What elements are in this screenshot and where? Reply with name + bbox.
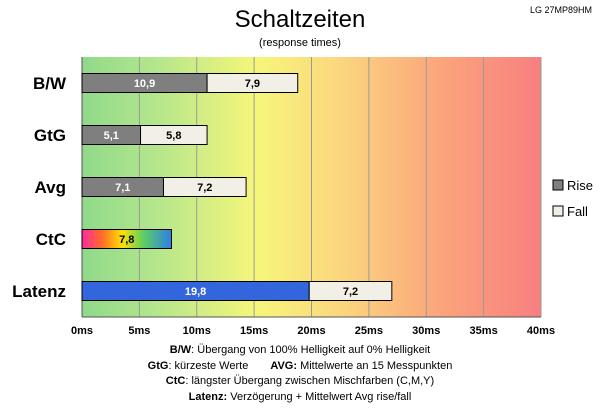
legend-label-rise: Rise	[567, 178, 593, 193]
footnote-ctc-key: CtC	[165, 375, 186, 387]
x-tick-label: 20ms	[297, 325, 325, 337]
x-tick-label: 0ms	[71, 325, 93, 337]
legend-swatch-fall	[552, 205, 564, 217]
footnote-latenz-key: Latenz:	[188, 390, 228, 403]
data-label-fall: 7,9	[245, 78, 260, 90]
bar-fall	[162, 177, 247, 197]
data-label-rise: 7,1	[115, 182, 130, 194]
x-tick-label: 25ms	[355, 325, 383, 337]
footnote-bw-key: B/W	[169, 344, 192, 356]
data-label-latenz-avg: 7,2	[343, 286, 358, 298]
footnote-bw: B/W: Übergang von 100% Helligkeit auf 0%…	[0, 343, 600, 359]
footnote-avg-key: AVG:	[270, 359, 298, 372]
category-label: CtC	[36, 230, 66, 249]
data-label-rise: 5,1	[104, 130, 119, 142]
bar-latenz-avg	[308, 281, 393, 301]
footnote-ctc-text: : längster Übergang zwischen Mischfarben…	[185, 375, 435, 387]
x-tick-label: 15ms	[240, 325, 268, 337]
bar-fall	[206, 73, 299, 93]
legend-label-fall: Fall	[567, 204, 588, 219]
data-label-fall: 5,8	[166, 130, 181, 142]
category-label: B/W	[33, 74, 67, 93]
category-label: GtG	[34, 126, 66, 145]
footnote-latenz-text: Verzögerung + Mittelwert Avg rise/fall	[227, 390, 412, 403]
footnotes: B/W: Übergang von 100% Helligkeit auf 0%…	[0, 343, 600, 405]
bar-fall	[140, 125, 208, 145]
x-tick-label: 40ms	[527, 325, 555, 337]
footnote-gtg-avg: GtG: kürzeste Werte AVG: Mittelwerte an 1…	[0, 359, 600, 375]
footnote-gtg-key: GtG	[147, 359, 169, 372]
bar-ctc	[81, 229, 173, 249]
footnote-ctc: CtC: längster Übergang zwischen Mischfar…	[0, 374, 600, 390]
data-label-latenz-delay: 19,8	[185, 286, 206, 298]
x-tick-label: 10ms	[183, 325, 211, 337]
data-label-fall: 7,2	[197, 182, 212, 194]
x-tick-label: 35ms	[470, 325, 498, 337]
footnote-gtg-text: : kürzeste Werte	[168, 359, 249, 372]
category-label: Latenz	[12, 282, 66, 301]
data-label-ctc: 7,8	[119, 234, 134, 246]
chart-subtitle: (response times)	[259, 37, 341, 49]
chart-title: Schaltzeiten	[234, 6, 366, 33]
bar-chart: 10,9 7,9 5,1 5,8 7,1 7,2 7,8 19,8 7,2 0ms 5ms 10ms…	[12, 57, 593, 337]
footnote-latenz: Latenz: Verzögerung + Mittelwert Avg ris…	[0, 390, 600, 406]
x-tick-label: 5ms	[128, 325, 150, 337]
footnote-bw-text: : Übergang von 100% Helligkeit auf 0% He…	[191, 344, 431, 356]
category-label: Avg	[35, 178, 67, 197]
data-label-rise: 10,9	[134, 78, 155, 90]
x-tick-label: 30ms	[412, 325, 440, 337]
legend-swatch-rise	[552, 179, 564, 191]
monitor-model-label: LG 27MP89HM	[529, 5, 592, 15]
footnote-avg-text: Mittelwerte an 15 Messpunkten	[297, 359, 453, 372]
